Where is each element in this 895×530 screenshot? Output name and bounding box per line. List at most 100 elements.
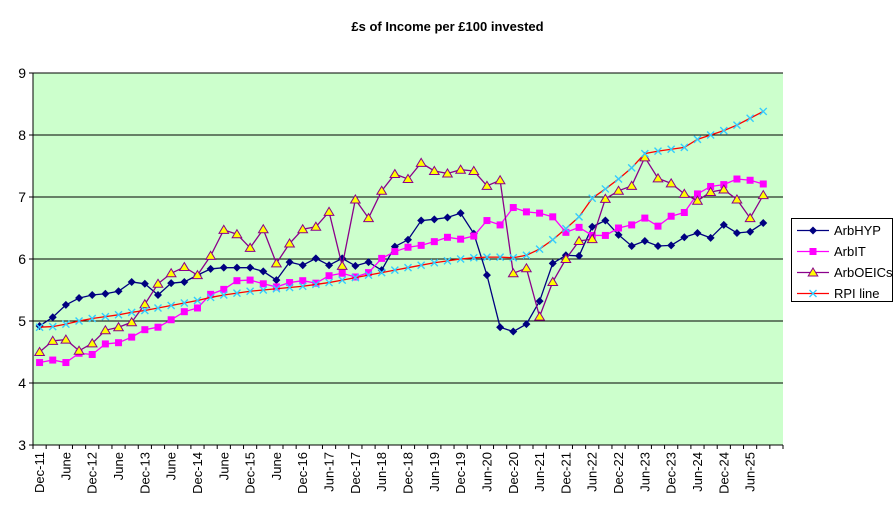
diamond-marker <box>364 258 373 267</box>
square-marker <box>809 248 817 255</box>
diamond-marker <box>627 241 636 250</box>
x-tick-label: Jun-17 <box>322 452 337 492</box>
triangle-marker <box>283 238 296 248</box>
triangle-marker <box>178 261 191 272</box>
triangle-marker <box>389 168 401 179</box>
diamond-marker <box>430 215 439 224</box>
triangle-marker <box>807 267 819 277</box>
x-tick-label: Dec-15 <box>243 452 258 494</box>
triangle-marker <box>191 269 204 280</box>
x-marker <box>443 256 452 265</box>
x-tick-label: Jun-21 <box>532 452 547 492</box>
square-marker <box>562 228 570 236</box>
diamond-marker <box>140 279 149 288</box>
square-marker <box>483 217 491 225</box>
x-tick-label: Jun-20 <box>479 452 494 492</box>
x-marker <box>167 301 176 310</box>
x-marker <box>561 224 570 233</box>
x-tick-label: Dec-16 <box>295 452 310 494</box>
square-marker <box>312 279 320 287</box>
square-marker <box>615 224 623 232</box>
triangle-marker <box>520 262 533 273</box>
triangle-marker <box>547 276 559 286</box>
x-marker <box>456 255 465 263</box>
diamond-marker <box>667 241 676 250</box>
diamond-marker <box>404 235 412 244</box>
diamond-marker <box>693 228 702 237</box>
triangle-marker <box>599 193 612 203</box>
triangle-marker <box>744 212 756 223</box>
square-marker <box>299 277 307 285</box>
x-marker <box>61 320 70 329</box>
diamond-marker <box>88 290 97 299</box>
diamond-marker <box>759 219 768 228</box>
diamond-marker <box>180 277 189 286</box>
y-tick-label: 8 <box>18 127 26 143</box>
legend-item-rpi-line: RPI line <box>797 286 880 301</box>
diamond-marker <box>232 263 241 272</box>
x-tick-label: Dec-22 <box>611 452 626 494</box>
square-marker <box>680 209 688 216</box>
legend-item-arbit: ArbIT <box>797 244 866 259</box>
x-marker <box>667 145 676 154</box>
triangle-marker <box>297 223 309 234</box>
square-marker <box>141 326 149 334</box>
triangle-marker <box>165 267 177 278</box>
square-marker <box>759 180 767 188</box>
square-marker <box>404 243 412 251</box>
square-marker <box>522 208 530 216</box>
square-marker <box>733 175 741 183</box>
diamond-marker <box>206 264 215 273</box>
triangle-marker <box>454 164 467 174</box>
diamond-marker <box>61 300 70 309</box>
square-marker <box>88 350 96 358</box>
x-marker <box>101 312 110 321</box>
triangle-marker <box>99 324 112 335</box>
x-marker <box>575 212 584 221</box>
x-tick-labels: Dec-11 June Dec-12 June Dec-13 June Dec-14 June… <box>32 452 758 494</box>
x-tick-label: June <box>216 452 231 480</box>
x-tick-label: Dec-18 <box>401 452 416 494</box>
x-marker <box>469 253 478 262</box>
x-tick-label: Dec-23 <box>664 452 679 494</box>
diamond-marker <box>456 209 465 218</box>
triangle-marker <box>481 180 493 190</box>
square-marker <box>220 285 228 293</box>
diamond-marker <box>75 294 84 303</box>
diamond-marker <box>654 241 662 250</box>
legend-label: ArbHYP <box>834 223 881 238</box>
triangle-marker <box>375 185 388 195</box>
triangle-marker <box>625 180 638 190</box>
x-marker <box>285 283 294 292</box>
x-marker <box>127 308 136 317</box>
legend-label: ArbOEICs <box>834 265 893 280</box>
diamond-marker <box>351 261 360 270</box>
y-tick-label: 7 <box>18 189 26 205</box>
diamond-marker <box>35 321 44 330</box>
diamond-marker <box>127 277 136 286</box>
x-tick-label: June <box>58 452 73 480</box>
square-marker <box>62 359 70 367</box>
triangle-marker <box>415 157 427 167</box>
diamond-marker <box>311 254 320 263</box>
diamond-marker <box>325 261 334 270</box>
square-marker <box>325 272 333 280</box>
x-tick-label: Dec-24 <box>716 452 731 494</box>
x-marker <box>732 121 741 130</box>
triangle-marker <box>704 186 717 197</box>
x-marker <box>75 317 84 325</box>
square-marker <box>246 276 254 284</box>
square-marker <box>391 248 399 256</box>
x-tick-label: Jun-23 <box>637 452 652 492</box>
y-tick-label: 5 <box>18 313 26 329</box>
y-tick-label: 4 <box>18 375 26 391</box>
square-marker <box>430 238 438 246</box>
square-marker <box>193 304 201 312</box>
legend: ArbHYP ArbIT ArbOEICs RPI line <box>791 218 893 302</box>
diamond-marker <box>167 279 176 288</box>
diamond-marker <box>614 230 623 239</box>
diamond-marker <box>259 267 268 276</box>
x-marker <box>193 296 202 305</box>
x-marker <box>482 253 491 262</box>
